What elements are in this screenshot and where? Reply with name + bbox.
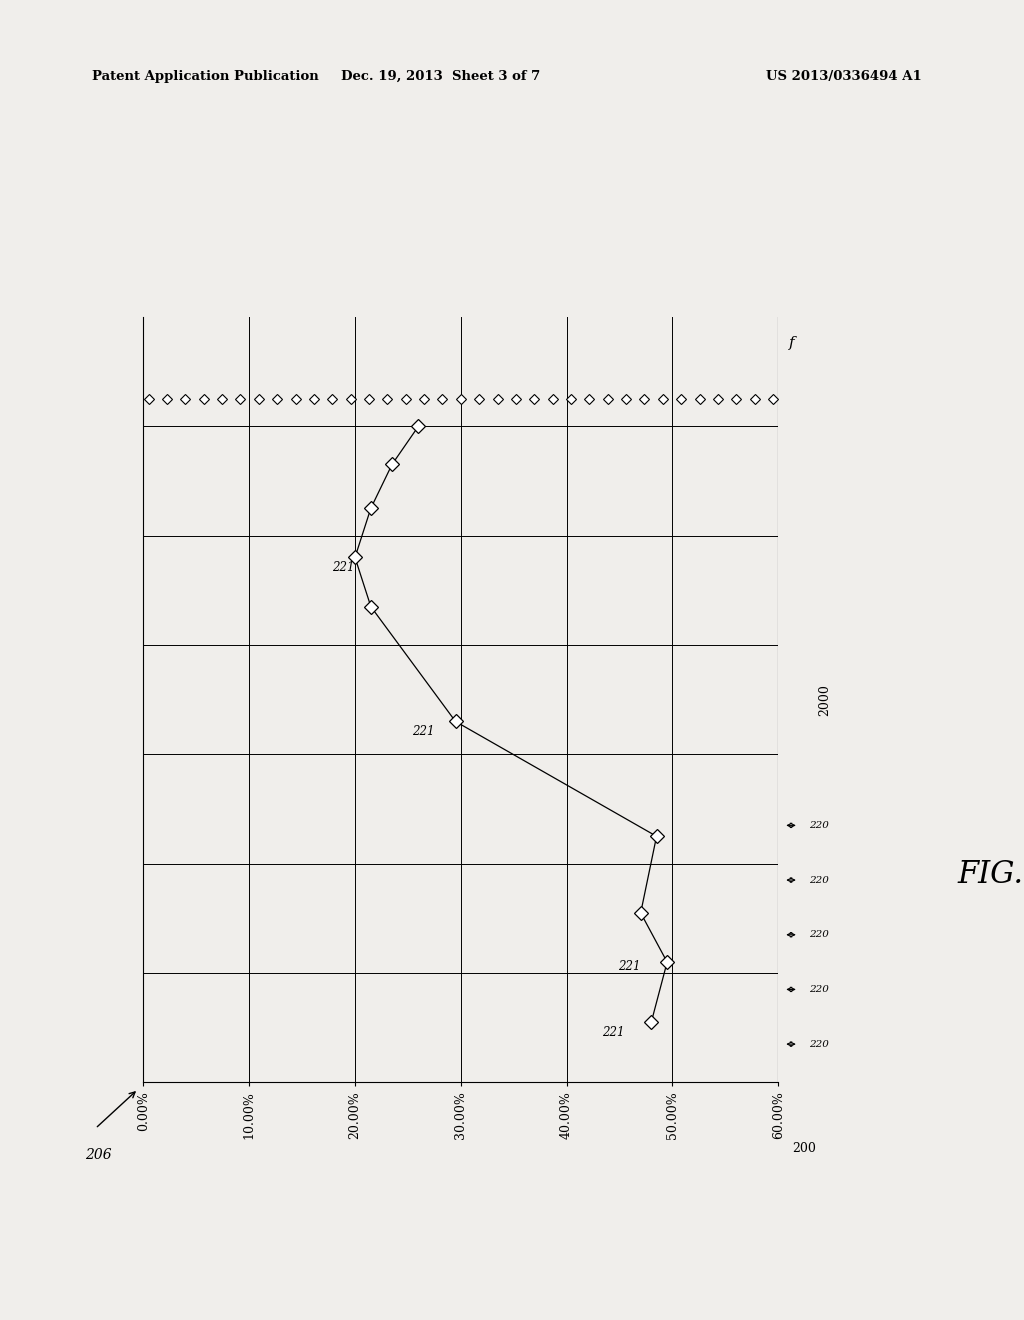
- Text: 220: 220: [809, 1040, 828, 1048]
- Text: f: f: [788, 335, 795, 350]
- Text: Patent Application Publication: Patent Application Publication: [92, 70, 318, 83]
- Text: 2000: 2000: [818, 684, 830, 715]
- Text: 221: 221: [333, 561, 355, 574]
- Text: FIG. 2b: FIG. 2b: [957, 859, 1024, 891]
- Text: US 2013/0336494 A1: US 2013/0336494 A1: [766, 70, 922, 83]
- Text: 206: 206: [85, 1148, 112, 1163]
- Text: 220: 220: [809, 821, 828, 830]
- Text: 221: 221: [412, 725, 434, 738]
- Text: 221: 221: [602, 1026, 625, 1039]
- Text: 220: 220: [809, 931, 828, 940]
- Text: 200: 200: [792, 1142, 816, 1155]
- Text: 220: 220: [809, 985, 828, 994]
- Text: 220: 220: [809, 875, 828, 884]
- Text: 221: 221: [618, 960, 641, 973]
- Text: Dec. 19, 2013  Sheet 3 of 7: Dec. 19, 2013 Sheet 3 of 7: [341, 70, 540, 83]
